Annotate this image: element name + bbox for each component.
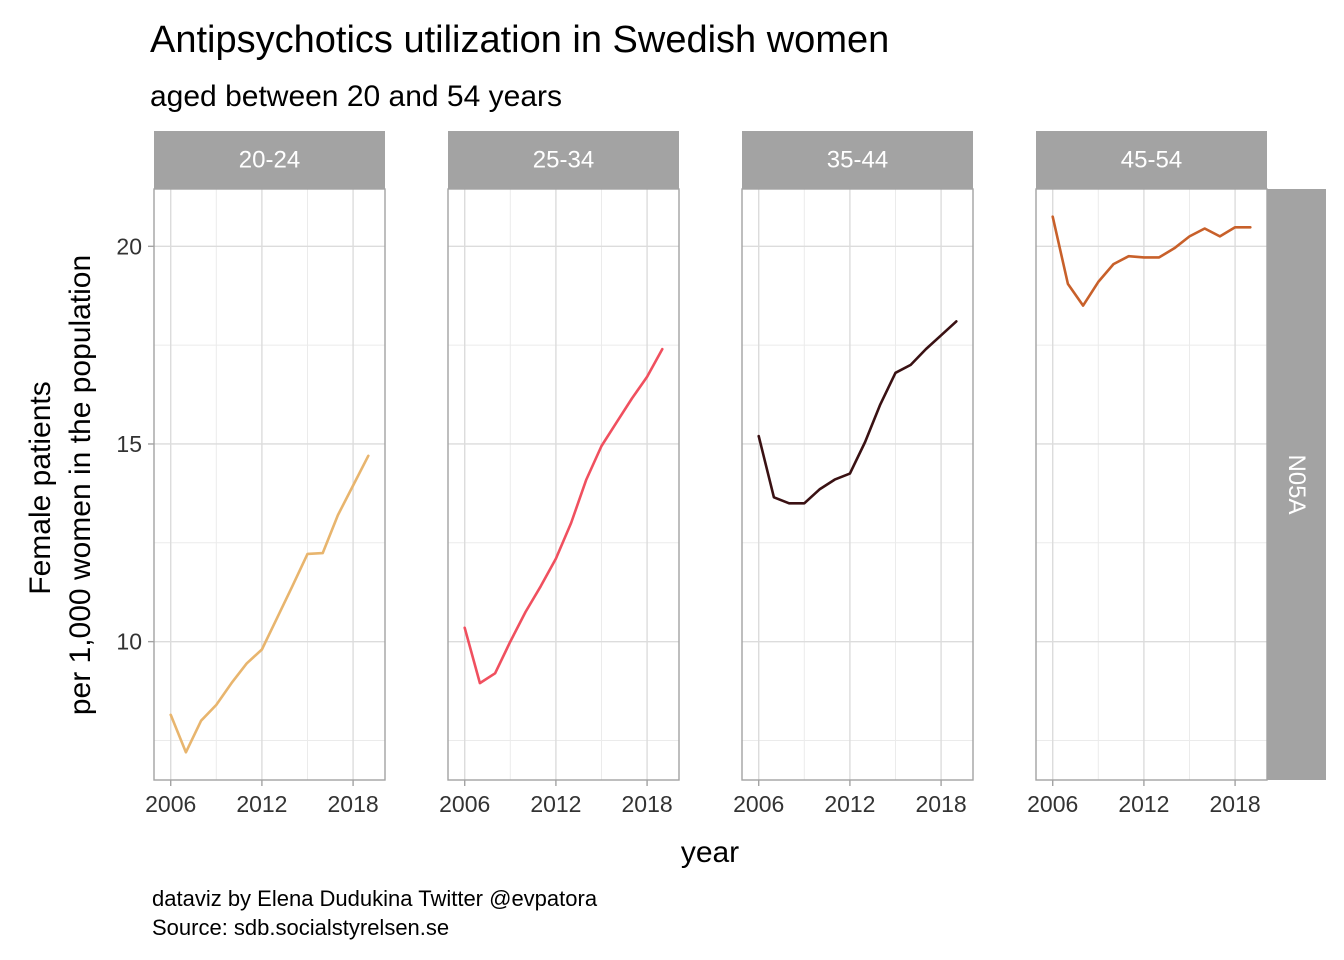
- x-axis-label: year: [681, 836, 739, 869]
- panel-border: [447, 188, 680, 781]
- strip-label: 20-24: [239, 147, 300, 174]
- x-tick-label: 2018: [915, 791, 966, 817]
- y-tick-label: 20: [116, 233, 142, 259]
- panel-border: [153, 188, 386, 781]
- panel-border: [1035, 188, 1268, 781]
- series-line-20-24: [169, 454, 370, 754]
- x-tick-label: 2012: [1118, 791, 1169, 817]
- x-tick-label: 2012: [824, 791, 875, 817]
- x-tick-label: 2018: [327, 791, 378, 817]
- chart-subtitle: aged between 20 and 54 years: [150, 80, 562, 113]
- facet-panel-35-44: 35-44 2006 2012 2018: [733, 131, 974, 817]
- chart-title: Antipsychotics utilization in Swedish wo…: [150, 19, 889, 61]
- facet-panel-45-54: 45-54 2006 2012 2018: [1027, 131, 1268, 817]
- strip-background: [1036, 131, 1267, 189]
- strip-right-label: N05A: [1283, 454, 1310, 514]
- strip-background: [742, 131, 973, 189]
- facet-panel-20-24: 20-24 2006 2012 2018 10 15 20: [116, 131, 386, 817]
- x-tick-label: 2006: [439, 791, 490, 817]
- caption-line-1: dataviz by Elena Dudukina Twitter @evpat…: [152, 886, 598, 911]
- x-tick-label: 2006: [1027, 791, 1078, 817]
- strip-label: 45-54: [1121, 147, 1182, 174]
- strip-label: 35-44: [827, 147, 888, 174]
- strip-label: 25-34: [533, 147, 594, 174]
- series-line-25-34: [463, 347, 664, 685]
- strip-background: [448, 131, 679, 189]
- x-tick-label: 2018: [621, 791, 672, 817]
- y-tick-label: 10: [116, 629, 142, 655]
- y-axis-label-line-2: per 1,000 women in the population: [64, 255, 97, 715]
- x-tick-label: 2006: [145, 791, 196, 817]
- y-axis-label-line-1: Female patients: [24, 381, 57, 594]
- panel-border: [741, 188, 974, 781]
- strip-right-background: [1267, 189, 1326, 780]
- facet-panel-25-34: 25-34 2006 2012 2018: [439, 131, 680, 817]
- series-line-45-54: [1051, 215, 1252, 307]
- x-tick-label: 2012: [530, 791, 581, 817]
- facet-panels: 20-24 2006 2012 2018 10 15 20 25-34 2006 2012 2018…: [116, 131, 1268, 817]
- x-tick-label: 2018: [1209, 791, 1260, 817]
- strip-background: [154, 131, 385, 189]
- x-tick-label: 2006: [733, 791, 784, 817]
- y-tick-label: 15: [116, 431, 142, 457]
- caption-line-2: Source: sdb.socialstyrelsen.se: [152, 915, 449, 940]
- x-tick-label: 2012: [236, 791, 287, 817]
- series-line-35-44: [757, 320, 958, 505]
